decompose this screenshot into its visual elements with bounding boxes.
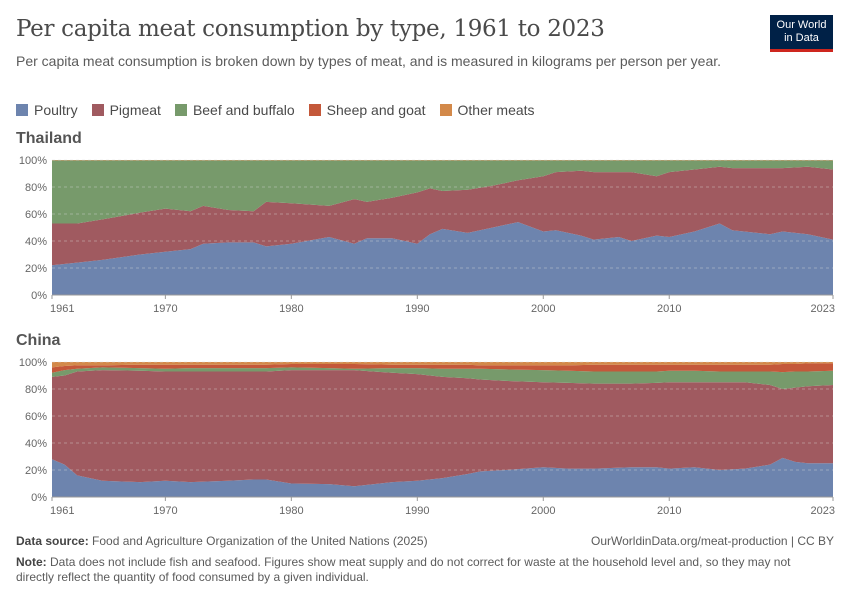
y-tick-label: 20%: [25, 263, 47, 275]
legend-item[interactable]: Other meats: [439, 102, 535, 118]
x-tick-label: 2010: [657, 303, 681, 315]
source-label: Data source:: [16, 534, 89, 548]
y-tick-label: 100%: [19, 155, 47, 167]
legend-label: Other meats: [457, 102, 535, 118]
legend: Poultry Pigmeat Beef and buffalo Sheep and …: [16, 102, 535, 118]
legend-item[interactable]: Poultry: [16, 102, 78, 118]
legend-swatch: [439, 104, 452, 116]
x-tick-label: 2000: [531, 303, 555, 315]
y-tick-label: 80%: [25, 384, 47, 396]
area-pigmeat[interactable]: [52, 370, 833, 487]
area-poultry[interactable]: [52, 222, 833, 295]
y-tick-label: 0%: [31, 290, 47, 302]
legend-label: Sheep and goat: [326, 102, 426, 118]
owid-logo[interactable]: Our World in Data: [770, 15, 833, 52]
chart-subtitle: Per capita meat consumption is broken do…: [16, 53, 722, 69]
panel-thailand: 0% 20% 40% 60% 80% 100% 1961 1970 1980 1990 2000 20…: [19, 155, 835, 315]
x-tick-label: 1961: [50, 303, 74, 315]
y-tick-label: 40%: [25, 236, 47, 248]
source-url-link[interactable]: OurWorldinData.org/meat-production | CC …: [591, 534, 834, 548]
note: Note: Data does not include fish and sea…: [16, 555, 806, 585]
panel-china: 0% 20% 40% 60% 80% 100% 1961 1970 1980 1990 2000 20…: [19, 357, 835, 517]
legend-swatch: [174, 104, 187, 116]
x-tick-label: 1990: [405, 303, 429, 315]
area-sheep-and-goat[interactable]: [52, 363, 833, 373]
panel-title-thailand: Thailand: [16, 130, 82, 147]
area-beef-and-buffalo[interactable]: [52, 160, 833, 224]
y-tick-label: 60%: [25, 209, 47, 221]
panel-title-china: China: [16, 332, 61, 349]
y-tick-label: 0%: [31, 492, 47, 504]
legend-item[interactable]: Sheep and goat: [308, 102, 426, 118]
x-tick-label: 1990: [405, 505, 429, 517]
data-source: Data source: Food and Agriculture Organi…: [16, 534, 428, 549]
x-tick-label: 2023: [811, 303, 835, 315]
legend-label: Poultry: [34, 102, 78, 118]
logo-line2: in Data: [784, 32, 819, 44]
area-poultry[interactable]: [52, 457, 833, 497]
x-tick-label: 1970: [153, 303, 177, 315]
legend-item[interactable]: Beef and buffalo: [174, 102, 295, 118]
y-tick-label: 40%: [25, 438, 47, 450]
legend-swatch: [308, 104, 321, 116]
x-tick-label: 1970: [153, 505, 177, 517]
y-tick-label: 20%: [25, 465, 47, 477]
x-tick-label: 1961: [50, 505, 74, 517]
y-tick-label: 60%: [25, 411, 47, 423]
y-tick-label: 100%: [19, 357, 47, 369]
legend-label: Beef and buffalo: [192, 102, 295, 118]
logo-line1: Our World: [776, 19, 827, 31]
note-text: Data does not include fish and seafood. …: [16, 555, 791, 584]
x-tick-label: 1980: [279, 505, 303, 517]
legend-swatch: [16, 104, 28, 116]
note-label: Note:: [16, 555, 47, 569]
legend-swatch: [91, 104, 104, 116]
legend-label: Pigmeat: [109, 102, 161, 118]
y-tick-label: 80%: [25, 182, 47, 194]
legend-item[interactable]: Pigmeat: [91, 102, 161, 118]
source-text: Food and Agriculture Organization of the…: [92, 534, 428, 548]
x-tick-label: 2000: [531, 505, 555, 517]
area-beef-and-buffalo[interactable]: [52, 367, 833, 389]
x-tick-label: 1980: [279, 303, 303, 315]
area-other-meats[interactable]: [52, 362, 833, 368]
x-tick-label: 2023: [811, 505, 835, 517]
x-tick-label: 2010: [657, 505, 681, 517]
area-pigmeat[interactable]: [52, 166, 833, 266]
chart-title: Per capita meat consumption by type, 196…: [16, 16, 605, 42]
